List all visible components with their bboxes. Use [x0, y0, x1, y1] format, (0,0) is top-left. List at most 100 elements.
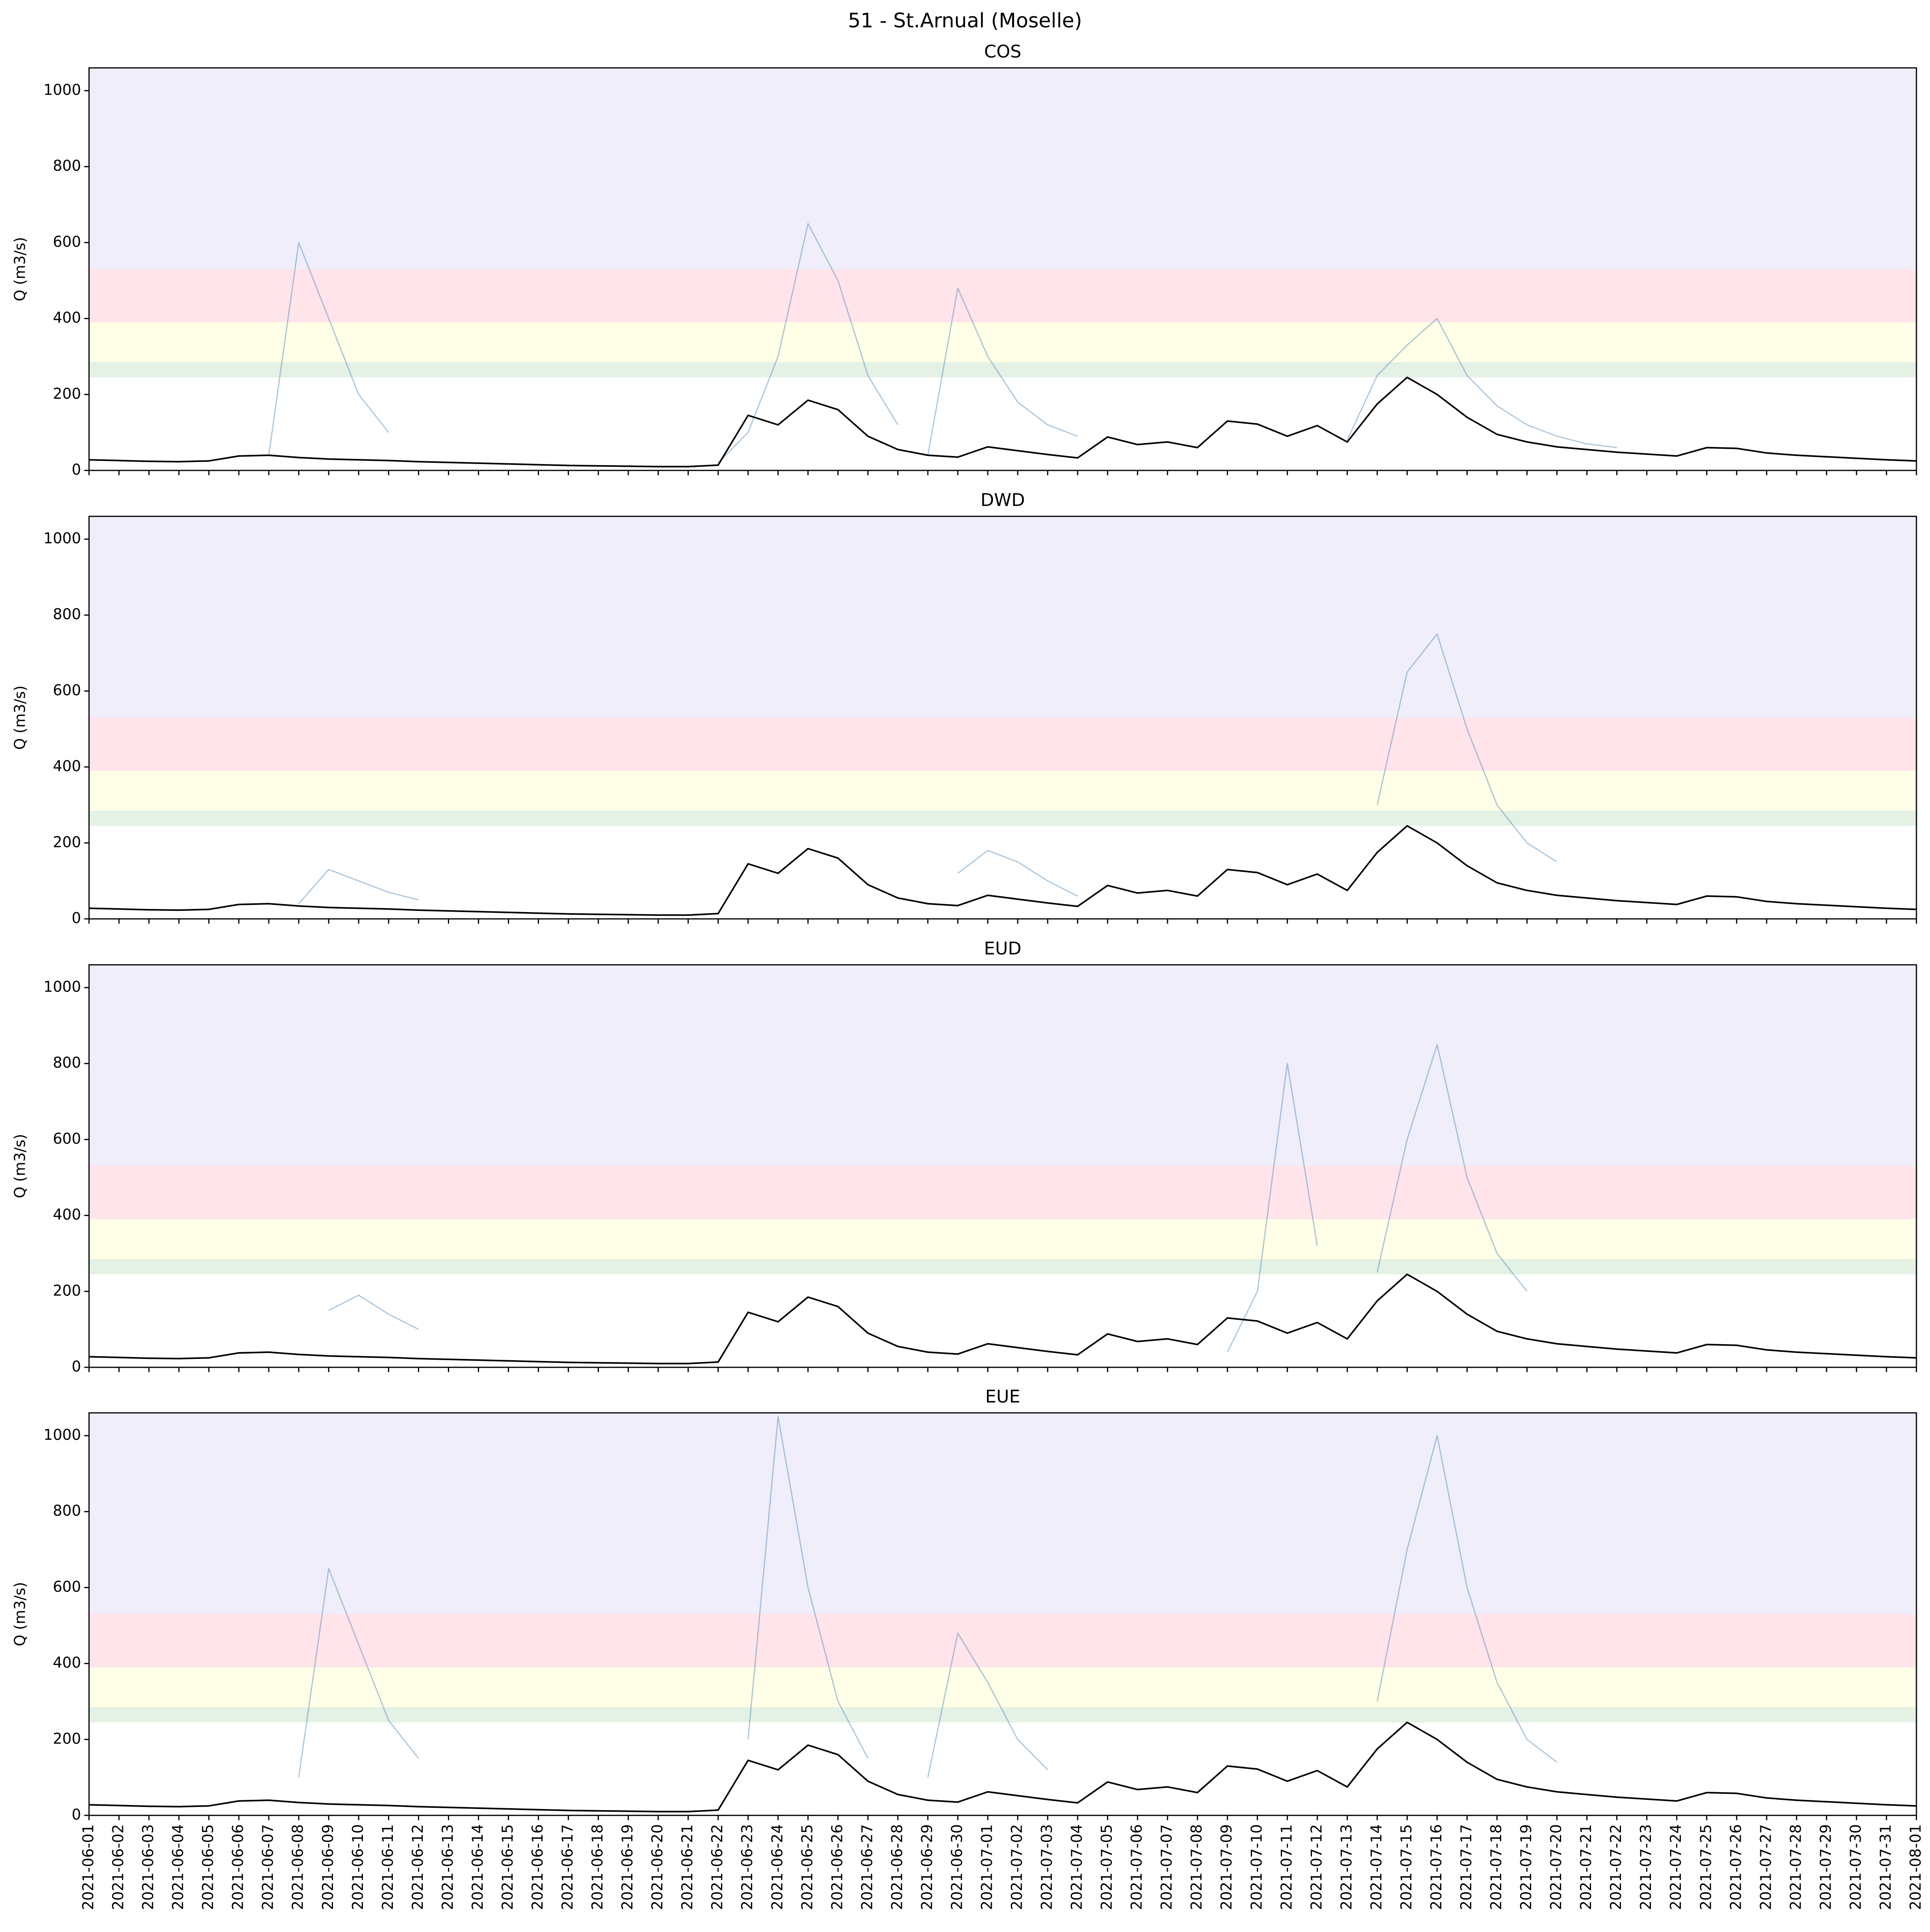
ensemble-line: [328, 1294, 419, 1330]
x-tick-label: 2021-07-19: [1518, 1824, 1535, 1910]
ensemble-line: [1376, 633, 1557, 863]
axes-frame: [88, 1412, 1917, 1816]
y-tick-label: 600: [53, 682, 81, 699]
x-tick-label: 2021-06-06: [230, 1824, 247, 1910]
x-tick-label: 2021-06-21: [679, 1824, 696, 1910]
threshold-band: [89, 1413, 1916, 1614]
subplot-title: COS: [984, 42, 1021, 62]
ensemble-line: [927, 288, 1078, 456]
x-tick-label: 2021-07-31: [1877, 1824, 1894, 1910]
x-tick-label: 2021-07-14: [1368, 1824, 1385, 1910]
x-tick-label: 2021-06-10: [349, 1824, 367, 1910]
x-tick-label: 2021-06-30: [948, 1824, 965, 1910]
x-tick-label: 2021-07-26: [1727, 1824, 1744, 1910]
threshold-band: [89, 771, 1916, 811]
x-tick-label: 2021-06-07: [260, 1824, 277, 1910]
x-tick-label: 2021-07-11: [1278, 1824, 1295, 1910]
y-tick-label: 400: [53, 758, 81, 775]
x-tick-label: 2021-06-22: [709, 1824, 726, 1910]
y-tick-label: 800: [53, 606, 81, 623]
x-tick-label: 2021-06-19: [619, 1824, 636, 1910]
x-tick-label: 2021-06-01: [80, 1824, 97, 1910]
x-tick-label: 2021-06-23: [739, 1824, 756, 1910]
x-tick-label: 2021-06-27: [858, 1824, 876, 1910]
ensemble-line: [268, 242, 389, 456]
threshold-band: [89, 718, 1916, 771]
ensemble-line: [298, 1568, 419, 1778]
x-tick-label: 2021-07-09: [1218, 1824, 1235, 1910]
threshold-band: [89, 1219, 1916, 1259]
axes-frame: [88, 516, 1917, 920]
x-tick-label: 2021-06-29: [918, 1824, 935, 1910]
ensemble-line: [1376, 1044, 1528, 1292]
x-tick-label: 2021-06-11: [379, 1824, 396, 1910]
x-tick-label: 2021-07-30: [1847, 1824, 1864, 1910]
y-tick-label: 1000: [44, 978, 81, 996]
x-tick-label: 2021-07-22: [1607, 1824, 1625, 1910]
y-tick-label: 600: [53, 1578, 81, 1595]
y-axis-label: Q (m3/s): [12, 237, 29, 301]
y-tick-label: 400: [53, 309, 81, 326]
y-tick-label: 200: [53, 1730, 81, 1747]
ensemble-line: [927, 1632, 1048, 1778]
y-tick-label: 800: [53, 1502, 81, 1519]
x-tick-label: 2021-06-14: [469, 1824, 486, 1910]
x-tick-label: 2021-07-02: [1009, 1824, 1026, 1910]
y-tick-label: 400: [53, 1654, 81, 1671]
ensemble-line: [717, 223, 899, 464]
y-tick-label: 400: [53, 1206, 81, 1223]
ensemble-line: [957, 850, 1078, 897]
plot-area: [89, 68, 1916, 468]
plot-area: [89, 1413, 1916, 1813]
x-tick-label: 2021-06-24: [769, 1824, 786, 1910]
x-tick-label: 2021-06-28: [888, 1824, 906, 1910]
threshold-band: [89, 516, 1916, 718]
plot-area: [89, 965, 1916, 1365]
x-tick-label: 2021-07-18: [1488, 1824, 1505, 1910]
x-tick-label: 2021-07-17: [1458, 1824, 1475, 1910]
y-tick-label: 200: [53, 385, 81, 402]
threshold-band: [89, 1614, 1916, 1668]
threshold-band: [89, 1667, 1916, 1707]
x-tick-label: 2021-06-15: [499, 1824, 516, 1910]
y-tick-label: 1000: [44, 530, 81, 547]
threshold-band: [89, 1259, 1916, 1275]
subplot: COS Q (m3/s) 0 200 400 600 800 1000: [12, 42, 1917, 478]
ensemble-line: [1376, 1435, 1557, 1763]
x-tick-label: 2021-06-09: [319, 1824, 337, 1910]
x-tick-label: 2021-06-08: [289, 1824, 307, 1910]
y-axis-label: Q (m3/s): [12, 1134, 29, 1198]
subplot-title: DWD: [981, 490, 1025, 510]
x-tick-label: 2021-07-21: [1577, 1824, 1595, 1910]
observed-line: [89, 377, 1916, 468]
ensemble-line: [1227, 1063, 1318, 1353]
y-tick-label: 800: [53, 1054, 81, 1071]
threshold-band: [89, 269, 1916, 323]
subplot: EUE Q (m3/s) 0 200 400 600 800 1000 2021-06-01 20…: [12, 1387, 1924, 1910]
subplot-title: EUD: [984, 938, 1022, 959]
subplot-title: EUE: [985, 1387, 1020, 1407]
subplot: DWD Q (m3/s) 0 200 400 600 800 1000: [12, 490, 1917, 927]
threshold-band: [89, 322, 1916, 362]
x-tick-label: 2021-06-17: [559, 1824, 576, 1910]
x-tick-label: 2021-06-12: [409, 1824, 426, 1910]
threshold-band: [89, 965, 1916, 1166]
observed-line: [89, 1722, 1916, 1813]
x-tick-label: 2021-06-26: [828, 1824, 846, 1910]
x-tick-label: 2021-07-16: [1428, 1824, 1445, 1910]
y-tick-label: 1000: [44, 1426, 81, 1444]
y-tick-label: 600: [53, 1130, 81, 1147]
threshold-band: [89, 810, 1916, 826]
axes-frame: [88, 67, 1917, 471]
x-tick-label: 2021-07-23: [1637, 1824, 1655, 1910]
x-tick-label: 2021-07-25: [1697, 1824, 1714, 1910]
x-tick-label: 2021-07-04: [1068, 1824, 1086, 1910]
x-tick-label: 2021-07-13: [1338, 1824, 1355, 1910]
x-tick-label: 2021-06-03: [140, 1824, 157, 1910]
y-tick-label: 200: [53, 833, 81, 851]
x-tick-label: 2021-06-13: [439, 1824, 456, 1910]
ensemble-line: [298, 869, 419, 904]
observed-line: [89, 1273, 1916, 1365]
y-tick-label: 0: [71, 910, 81, 927]
